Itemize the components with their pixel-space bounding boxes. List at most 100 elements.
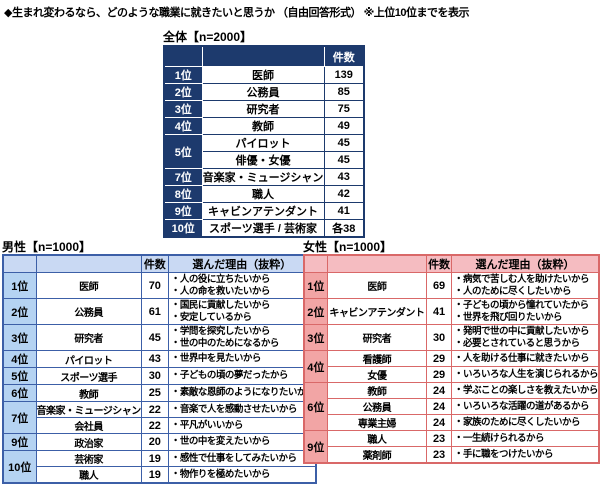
rank-cell: 6位 — [2, 384, 37, 402]
table-row: 4位 教師 49 — [163, 117, 365, 135]
job-cell: スポーツ選手 — [35, 367, 142, 385]
count-cell: 69 — [426, 272, 452, 299]
table-row: 1位 医師 70 ・人の役に立ちたいから ・人の命を救いたいから — [2, 272, 317, 299]
table-row: 2位 公務員 61 ・国民に貢献したいから ・安定しているから — [2, 298, 317, 325]
count-cell: 49 — [323, 117, 365, 135]
reason-cell: ・感性で仕事をしてみたいから — [167, 450, 317, 467]
rank-cell: 4位 — [303, 350, 328, 383]
table-row: 2位 公務員 85 — [163, 83, 365, 101]
job-cell: 職人 — [35, 466, 142, 484]
count-cell: 43 — [323, 168, 365, 186]
job-cell: パイロット — [201, 134, 325, 152]
job-cell: 芸術家 — [35, 450, 142, 467]
job-cell: 公務員 — [201, 83, 325, 101]
rank-column-header — [163, 45, 203, 67]
header-row: 件数 — [163, 45, 365, 67]
job-cell: スポーツ選手 / 芸術家 — [201, 219, 325, 238]
reason-cell: ・病気で苦しむ人を助けたいから ・人のために尽くしたいから — [450, 272, 600, 299]
reason-cell: ・いろいろな人生を演じられるから — [450, 366, 600, 383]
overall-table: 件数 1位 医師 139 2位 公務員 85 3位 研究者 75 4位 教師 49 5位 パイロット 45 俳… — [163, 45, 365, 238]
table-row: 公務員 24 ・いろいろな活躍の道があるから — [304, 398, 600, 415]
count-column-header: 件数 — [426, 254, 452, 273]
count-cell: 19 — [140, 466, 169, 484]
count-cell: 29 — [426, 366, 452, 383]
count-cell: 25 — [140, 384, 169, 402]
rank-column-header — [303, 254, 328, 273]
table-row: 4位 看護師 29 ・人を助ける仕事に就きたいから — [303, 350, 600, 383]
rank-cell: 3位 — [2, 324, 37, 351]
table-row: 2位 キャビンアテンダント 41 ・子どもの頃から憧れていたから ・世界を飛び回りたいか… — [303, 298, 600, 325]
header-row: 件数 選んだ理由（抜粋） — [303, 254, 600, 273]
job-cell: 政治家 — [35, 433, 142, 451]
job-cell: 公務員 — [35, 298, 142, 325]
count-cell: 30 — [426, 324, 452, 351]
job-cell: 教師 — [35, 384, 142, 402]
job-cell: 音楽家・ミュージシャン — [35, 401, 142, 418]
reason-cell: ・平凡がいいから — [167, 417, 317, 434]
job-cell: キャビンアテンダント — [201, 202, 325, 220]
table-row: 5位 スポーツ選手 30 ・子どもの頃の夢だったから — [2, 367, 317, 385]
reason-cell: ・素敵な恩師のようになりたいから — [167, 384, 317, 402]
job-cell: 教師 — [201, 117, 325, 135]
job-cell: 教師 — [326, 382, 428, 399]
table-row: 9位 キャビンアテンダント 41 — [163, 202, 365, 220]
job-cell: 薬剤師 — [326, 446, 428, 464]
count-cell: 70 — [140, 272, 169, 299]
job-cell: キャビンアテンダント — [326, 298, 428, 325]
rank-cell: 9位 — [163, 202, 203, 220]
rank-cell: 1位 — [163, 66, 203, 84]
count-cell: 24 — [426, 398, 452, 415]
table-row: 4位 パイロット 43 ・世界中を見たいから — [2, 350, 317, 368]
job-cell: 研究者 — [201, 100, 325, 118]
rank-cell: 7位 — [163, 168, 203, 186]
rank-column-header — [2, 254, 37, 273]
job-cell: 研究者 — [326, 324, 428, 351]
table-row: 1位 医師 139 — [163, 66, 365, 84]
rank-cell: 9位 — [2, 433, 37, 451]
table-row: 5位 パイロット 45 — [163, 134, 365, 169]
reason-cell: ・人を助ける仕事に就きたいから — [450, 350, 600, 367]
count-column-header: 件数 — [323, 45, 365, 67]
reason-cell: ・人の役に立ちたいから ・人の命を救いたいから — [167, 272, 317, 299]
table-row: 10位 スポーツ選手 / 芸術家 各38 — [163, 219, 365, 238]
rank-cell: 1位 — [2, 272, 37, 299]
female-table: 件数 選んだ理由（抜粋） 1位 医師 69 ・病気で苦しむ人を助けたいから ・人のために… — [303, 254, 600, 464]
count-cell: 22 — [140, 401, 169, 418]
count-cell: 75 — [323, 100, 365, 118]
rank-cell: 10位 — [2, 450, 37, 484]
job-cell: 女優 — [326, 366, 428, 383]
rank-cell: 2位 — [163, 83, 203, 101]
table-row: 俳優・女優 45 — [164, 151, 365, 169]
count-cell: 45 — [140, 324, 169, 351]
job-cell: 音楽家・ミュージシャン — [201, 168, 325, 186]
rank-cell: 3位 — [163, 100, 203, 118]
job-column-header — [201, 45, 325, 67]
count-cell: 23 — [426, 446, 452, 464]
job-cell: 看護師 — [326, 350, 428, 367]
table-row: 1位 医師 69 ・病気で苦しむ人を助けたいから ・人のために尽くしたいから — [303, 272, 600, 299]
job-column-header — [326, 254, 428, 273]
male-table-label: 男性【n=1000】 — [2, 240, 92, 254]
reason-cell: ・いろいろな活躍の道があるから — [450, 398, 600, 415]
rank-cell: 1位 — [303, 272, 328, 299]
overall-table-label: 全体【n=2000】 — [163, 30, 253, 44]
count-cell: 43 — [140, 350, 169, 368]
rank-cell: 10位 — [163, 219, 203, 238]
table-row: 10位 芸術家 19 ・感性で仕事をしてみたいから — [2, 450, 317, 484]
rank-cell: 9位 — [303, 430, 328, 464]
job-cell: 俳優・女優 — [201, 151, 325, 169]
count-cell: 24 — [426, 414, 452, 431]
rank-cell: 7位 — [2, 401, 37, 434]
count-cell: 85 — [323, 83, 365, 101]
count-cell: 各38 — [323, 219, 365, 238]
count-cell: 41 — [323, 202, 365, 220]
job-cell: 職人 — [326, 430, 428, 447]
count-cell: 19 — [140, 450, 169, 467]
rank-cell: 5位 — [2, 367, 37, 385]
rank-cell: 5位 — [163, 134, 203, 169]
job-cell: 医師 — [326, 272, 428, 299]
rank-cell: 2位 — [2, 298, 37, 325]
table-row: 職人 19 ・物作りを極めたいから — [3, 466, 317, 484]
count-cell: 23 — [426, 430, 452, 447]
table-row: 女優 29 ・いろいろな人生を演じられるから — [304, 366, 600, 383]
